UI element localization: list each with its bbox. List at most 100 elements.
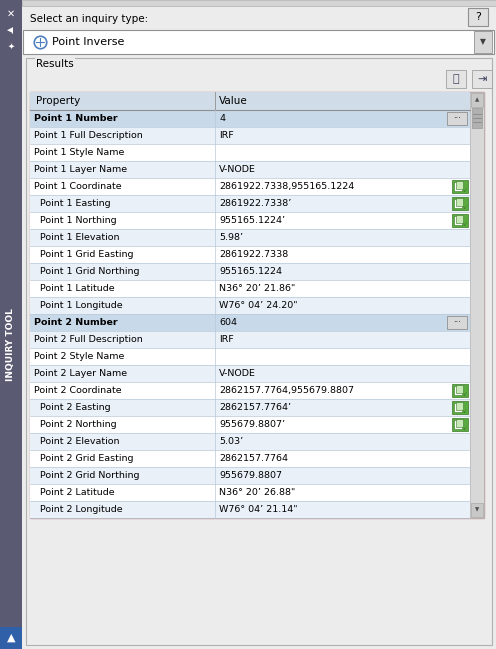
Text: Value: Value xyxy=(219,96,248,106)
Bar xyxy=(30,195,470,212)
Text: N36° 20’ 21.86": N36° 20’ 21.86" xyxy=(219,284,295,293)
Text: Point 2 Northing: Point 2 Northing xyxy=(34,420,117,429)
Text: 955679.8807’: 955679.8807’ xyxy=(219,420,285,429)
Text: Point 2 Layer Name: Point 2 Layer Name xyxy=(34,369,127,378)
Text: Point Inverse: Point Inverse xyxy=(52,37,124,47)
Bar xyxy=(456,198,463,206)
Bar xyxy=(454,420,462,429)
Bar xyxy=(23,30,494,54)
Bar xyxy=(30,161,470,178)
Text: ···: ··· xyxy=(453,318,461,327)
Text: 2861922.7338’: 2861922.7338’ xyxy=(219,199,291,208)
Text: IRF: IRF xyxy=(219,131,234,140)
Text: 5.03’: 5.03’ xyxy=(219,437,243,446)
Bar xyxy=(30,144,470,161)
Bar xyxy=(454,403,462,412)
Bar xyxy=(30,382,470,399)
Text: Point 2 Easting: Point 2 Easting xyxy=(34,403,111,412)
Text: Point 2 Number: Point 2 Number xyxy=(34,318,118,327)
Text: Point 2 Longitude: Point 2 Longitude xyxy=(34,505,123,514)
Text: V-NODE: V-NODE xyxy=(219,165,256,174)
Bar xyxy=(447,112,467,125)
Bar xyxy=(446,70,466,88)
Text: ↙: ↙ xyxy=(463,223,467,228)
Bar xyxy=(452,384,468,397)
Text: Point 1 Layer Name: Point 1 Layer Name xyxy=(34,165,127,174)
Bar xyxy=(30,229,470,246)
Text: Point 2 Grid Easting: Point 2 Grid Easting xyxy=(34,454,133,463)
Bar xyxy=(447,316,467,329)
Text: Point 2 Coordinate: Point 2 Coordinate xyxy=(34,386,122,395)
Text: Point 1 Northing: Point 1 Northing xyxy=(34,216,117,225)
Bar xyxy=(30,263,470,280)
Bar xyxy=(454,216,462,225)
Bar xyxy=(30,433,470,450)
Text: 604: 604 xyxy=(219,318,237,327)
Text: Point 1 Coordinate: Point 1 Coordinate xyxy=(34,182,122,191)
Text: ···: ··· xyxy=(453,114,461,123)
Bar xyxy=(474,31,492,53)
Bar xyxy=(472,108,482,128)
Text: ↙: ↙ xyxy=(463,393,467,397)
Text: Point 2 Grid Northing: Point 2 Grid Northing xyxy=(34,471,139,480)
Bar xyxy=(30,399,470,416)
Bar xyxy=(452,214,468,227)
Bar xyxy=(470,92,484,518)
Text: Point 1 Style Name: Point 1 Style Name xyxy=(34,148,124,157)
Bar xyxy=(30,246,470,263)
Bar xyxy=(468,8,488,26)
Text: IRF: IRF xyxy=(219,335,234,344)
Text: Point 1 Full Description: Point 1 Full Description xyxy=(34,131,143,140)
Text: ▲: ▲ xyxy=(7,633,15,643)
Text: 955165.1224’: 955165.1224’ xyxy=(219,216,285,225)
Bar xyxy=(472,70,492,88)
Text: ▲: ▲ xyxy=(475,97,479,103)
Bar xyxy=(452,418,468,431)
Bar xyxy=(452,180,468,193)
Text: Point 2 Style Name: Point 2 Style Name xyxy=(34,352,124,361)
Bar xyxy=(30,178,470,195)
Text: Point 2 Full Description: Point 2 Full Description xyxy=(34,335,143,344)
Bar xyxy=(456,181,463,189)
Bar xyxy=(30,92,484,518)
Text: 2861922.7338: 2861922.7338 xyxy=(219,250,288,259)
Text: ↙: ↙ xyxy=(463,410,467,415)
Bar xyxy=(30,484,470,501)
Bar xyxy=(454,182,462,191)
Bar xyxy=(456,419,463,427)
Bar xyxy=(452,197,468,210)
Text: ↙: ↙ xyxy=(463,206,467,210)
Text: INQUIRY TOOL: INQUIRY TOOL xyxy=(6,308,15,381)
Text: ↙: ↙ xyxy=(463,188,467,193)
Text: Point 1 Elevation: Point 1 Elevation xyxy=(34,233,120,242)
Text: 5.98’: 5.98’ xyxy=(219,233,243,242)
Text: Point 2 Latitude: Point 2 Latitude xyxy=(34,488,115,497)
Bar xyxy=(30,280,470,297)
Bar xyxy=(30,331,470,348)
Bar xyxy=(30,297,470,314)
Bar xyxy=(30,92,470,110)
Text: Point 1 Easting: Point 1 Easting xyxy=(34,199,111,208)
Bar xyxy=(30,348,470,365)
Text: ⧉: ⧉ xyxy=(453,74,459,84)
Text: N36° 20’ 26.88": N36° 20’ 26.88" xyxy=(219,488,295,497)
Text: 2862157.7764: 2862157.7764 xyxy=(219,454,288,463)
Text: Point 2 Elevation: Point 2 Elevation xyxy=(34,437,120,446)
Bar xyxy=(471,93,483,107)
Bar xyxy=(30,416,470,433)
Text: ✕: ✕ xyxy=(7,9,15,19)
Text: Point 1 Longitude: Point 1 Longitude xyxy=(34,301,123,310)
Bar xyxy=(454,386,462,395)
Bar xyxy=(471,503,483,517)
Bar xyxy=(456,215,463,223)
Text: 2862157.7764,955679.8807: 2862157.7764,955679.8807 xyxy=(219,386,354,395)
Text: 955165.1224: 955165.1224 xyxy=(219,267,282,276)
Text: 955679.8807: 955679.8807 xyxy=(219,471,282,480)
Bar xyxy=(30,467,470,484)
Text: Point 1 Latitude: Point 1 Latitude xyxy=(34,284,115,293)
Text: ⇥: ⇥ xyxy=(477,74,487,84)
Text: 2862157.7764’: 2862157.7764’ xyxy=(219,403,291,412)
Text: 2861922.7338,955165.1224: 2861922.7338,955165.1224 xyxy=(219,182,354,191)
Text: ↙: ↙ xyxy=(463,426,467,432)
Text: Select an inquiry type:: Select an inquiry type: xyxy=(30,14,148,24)
